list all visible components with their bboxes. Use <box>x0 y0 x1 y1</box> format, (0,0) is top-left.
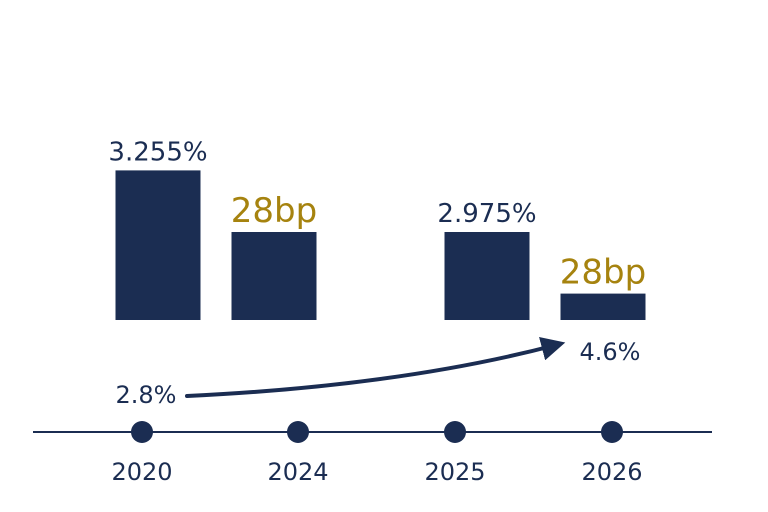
bar-3 <box>444 232 530 320</box>
growth-arrow <box>185 337 566 398</box>
timeline-dot-2025 <box>444 421 466 443</box>
timeline-label-2024: 2024 <box>267 458 328 486</box>
timeline-label-2026: 2026 <box>581 458 642 486</box>
arrow-start-label: 2.8% <box>116 381 177 409</box>
timeline-label-2025: 2025 <box>424 458 485 486</box>
bar-1-value-label: 3.255% <box>108 137 207 167</box>
timeline-dot-2026 <box>601 421 623 443</box>
bar-3-value-label: 2.975% <box>437 199 536 229</box>
bar-1 <box>115 170 201 320</box>
timeline-label-2020: 2020 <box>111 458 172 486</box>
bar-2-value-label: 28bp <box>231 191 317 231</box>
bar-4-value-label: 28bp <box>560 253 646 293</box>
bar-4 <box>560 293 646 320</box>
timeline-dot-2020 <box>131 421 153 443</box>
timeline-dot-2024 <box>287 421 309 443</box>
bar-2 <box>231 232 317 320</box>
arrow-end-label: 4.6% <box>580 338 641 366</box>
